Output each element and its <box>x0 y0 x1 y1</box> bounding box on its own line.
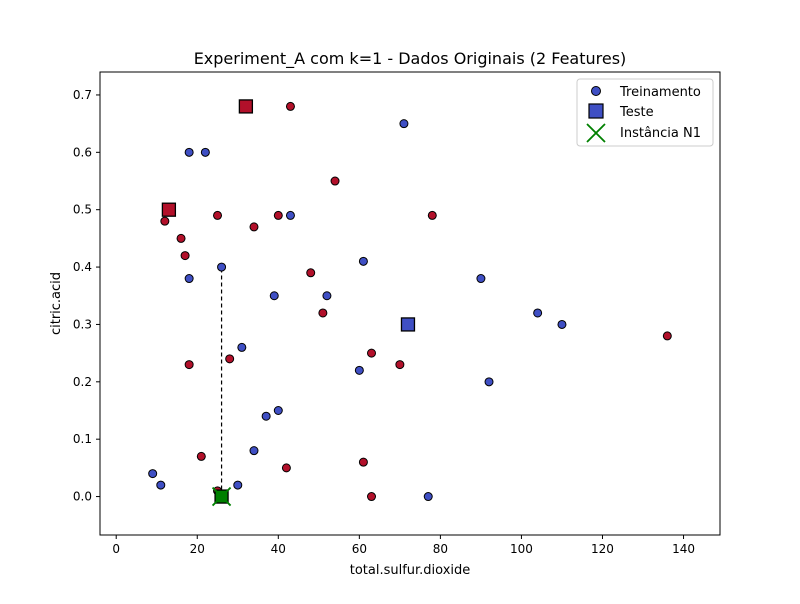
y-tick-label: 0.1 <box>73 432 92 446</box>
training-point <box>148 469 158 479</box>
training-point <box>273 210 283 220</box>
training-point <box>269 291 279 301</box>
x-axis-ticks: 0 20 40 60 80 100 120 140 <box>112 535 695 556</box>
y-tick-label: 0.0 <box>73 490 92 504</box>
training-point <box>285 101 295 111</box>
chart-title: Experiment_A com k=1 - Dados Originais (… <box>194 49 627 69</box>
training-point <box>358 256 368 266</box>
training-point <box>662 331 672 341</box>
training-point <box>533 308 543 318</box>
training-point <box>367 348 377 358</box>
legend-box <box>576 78 714 147</box>
training-point <box>273 406 283 416</box>
x-tick-label: 100 <box>510 542 533 556</box>
legend-marker-teste <box>588 103 604 119</box>
legend-marker-treinamento <box>591 86 601 96</box>
training-point <box>225 354 235 364</box>
training-point <box>180 251 190 261</box>
training-point <box>160 216 170 226</box>
training-point <box>476 274 486 284</box>
legend: Treinamento Teste Instância N1 <box>576 78 714 147</box>
training-point <box>237 342 247 352</box>
training-point <box>213 210 223 220</box>
training-point <box>249 222 259 232</box>
training-point <box>176 233 186 243</box>
y-tick-label: 0.5 <box>73 203 92 217</box>
training-point <box>395 360 405 370</box>
training-point <box>306 268 316 278</box>
training-point <box>156 480 166 490</box>
data-points <box>148 99 672 507</box>
test-point <box>400 317 416 332</box>
training-point <box>484 377 494 387</box>
x-tick-label: 140 <box>672 542 695 556</box>
training-point <box>196 451 206 461</box>
training-point <box>330 176 340 186</box>
x-tick-label: 0 <box>112 542 120 556</box>
training-point <box>217 262 227 272</box>
training-point <box>261 411 271 421</box>
training-point <box>318 308 328 318</box>
x-axis-label: total.sulfur.dioxide <box>350 563 471 578</box>
legend-label-instancia: Instância N1 <box>620 126 701 141</box>
training-point <box>367 492 377 502</box>
plot-area <box>99 71 721 536</box>
legend-marker-instancia <box>586 123 606 143</box>
training-point <box>200 147 210 157</box>
test-point <box>161 202 177 217</box>
training-point <box>427 210 437 220</box>
x-tick-label: 120 <box>591 542 614 556</box>
x-tick-label: 60 <box>352 542 367 556</box>
x-tick-label: 80 <box>433 542 448 556</box>
training-point <box>399 119 409 129</box>
legend-label-teste: Teste <box>619 105 654 120</box>
y-tick-label: 0.4 <box>73 260 92 274</box>
training-point <box>322 291 332 301</box>
y-tick-label: 0.2 <box>73 375 92 389</box>
y-tick-label: 0.3 <box>73 317 92 331</box>
y-tick-label: 0.6 <box>73 145 92 159</box>
training-point <box>423 492 433 502</box>
test-point <box>238 99 254 114</box>
legend-label-treinamento: Treinamento <box>619 85 701 100</box>
instance-marker <box>211 486 232 507</box>
training-point <box>184 274 194 284</box>
y-axis-label: citric.acid <box>49 272 64 335</box>
training-point <box>354 365 364 375</box>
x-tick-label: 40 <box>271 542 286 556</box>
training-point <box>281 463 291 473</box>
training-point <box>557 319 567 329</box>
training-point <box>184 360 194 370</box>
training-point <box>184 147 194 157</box>
y-axis-ticks: 0.0 0.1 0.2 0.3 0.4 0.5 0.6 0.7 <box>73 88 100 504</box>
y-tick-label: 0.7 <box>73 88 92 102</box>
training-point <box>249 446 259 456</box>
x-tick-label: 20 <box>190 542 205 556</box>
training-point <box>233 480 243 490</box>
training-point <box>358 457 368 467</box>
training-point <box>285 210 295 220</box>
